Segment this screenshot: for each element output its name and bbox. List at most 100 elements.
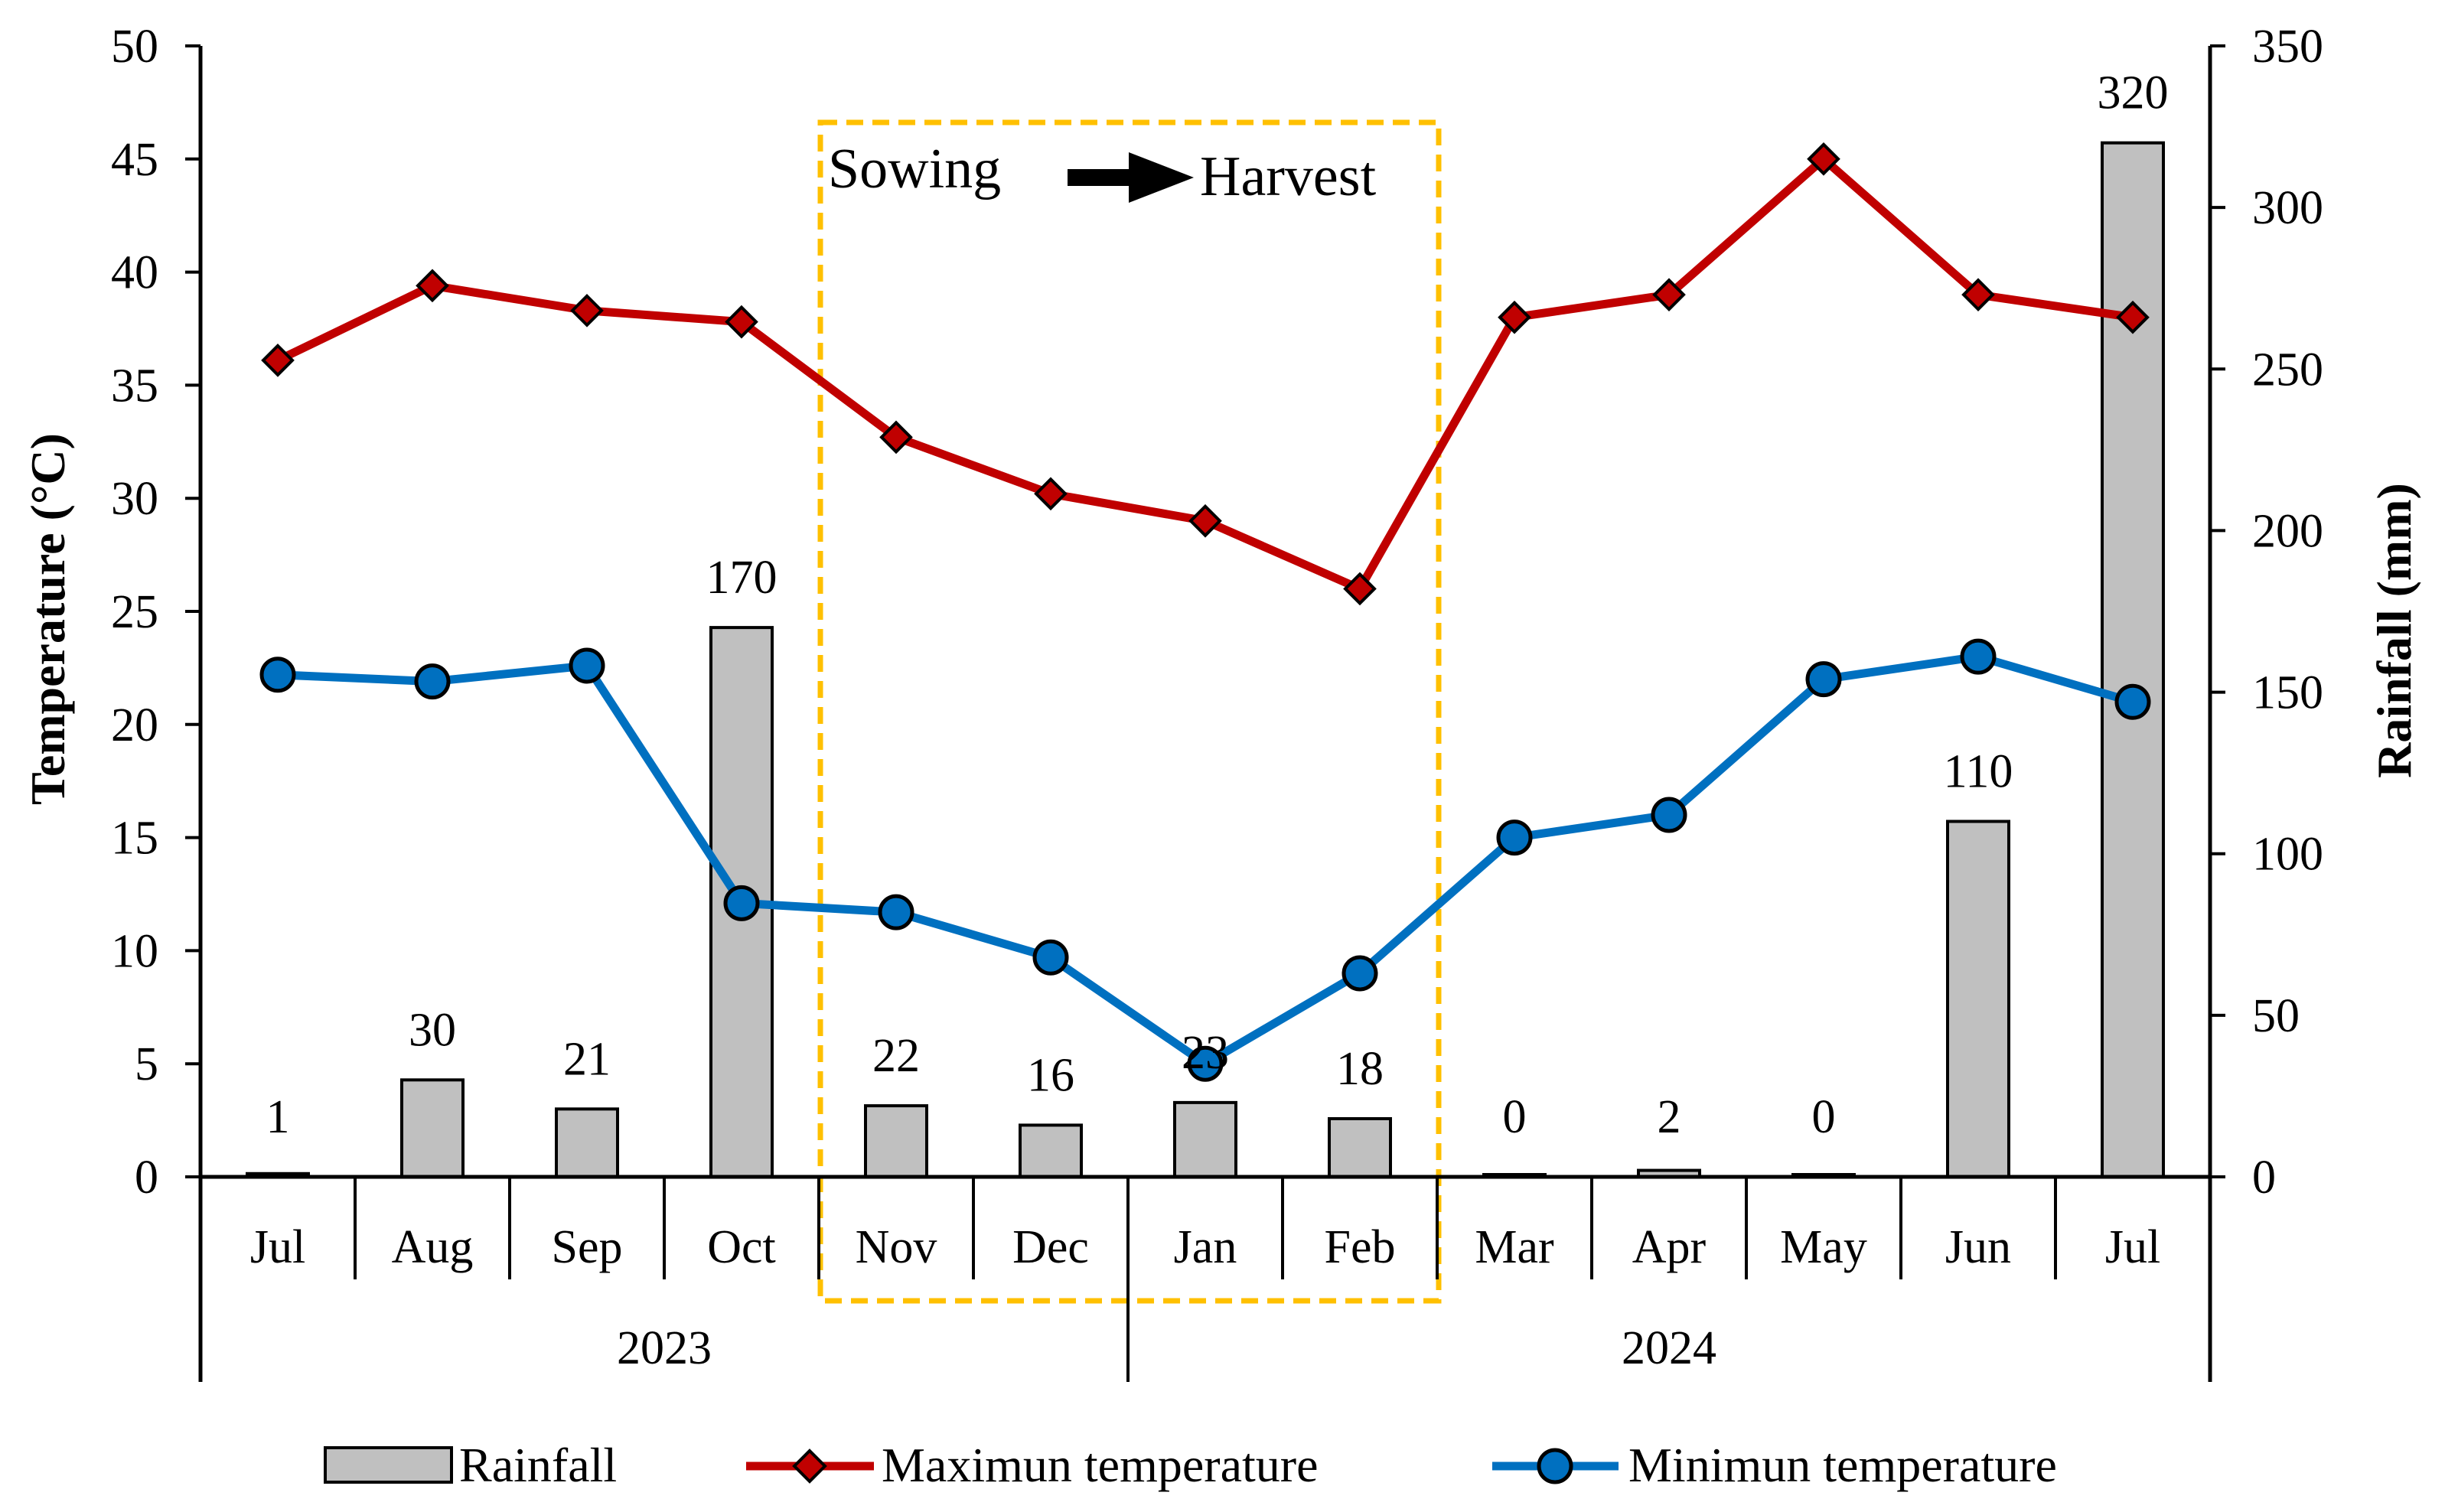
min-temperature-point xyxy=(1651,797,1687,833)
x-tick-label: Aug xyxy=(392,1221,474,1273)
min-temperature-point xyxy=(1341,955,1378,992)
x-tick-label: Dec xyxy=(1012,1221,1089,1273)
x-tick-label: Sep xyxy=(552,1221,623,1273)
left-tick-label: 45 xyxy=(111,134,158,186)
right-tick-label: 250 xyxy=(2252,344,2323,396)
legend: Rainfall Maximun temperature Minimun tempe… xyxy=(324,1438,2057,1492)
rainfall-data-label: 16 xyxy=(1027,1049,1074,1101)
left-tick-label: 0 xyxy=(135,1152,158,1204)
max-temperature-point xyxy=(1961,278,1995,311)
min-temperature-point xyxy=(569,647,605,684)
min-temperature-point xyxy=(723,885,760,921)
x-tick-label: Mar xyxy=(1475,1221,1554,1273)
rainfall-data-label: 170 xyxy=(706,552,778,604)
right-tick-label: 100 xyxy=(2252,829,2323,881)
legend-rainfall-swatch xyxy=(324,1446,453,1484)
rainfall-bar-nov-4 xyxy=(864,1104,928,1179)
data-labels: Sowing Harvest 1 30 21 170 22 16 23 18 0 2 0 110 320 xyxy=(266,67,2169,1143)
rainfall-data-label: 110 xyxy=(1944,745,2013,797)
harvest-label: Harvest xyxy=(1200,145,1377,208)
right-tick-label: 300 xyxy=(2252,182,2323,234)
x-tick-label: Feb xyxy=(1325,1221,1396,1273)
left-tick-label: 10 xyxy=(111,925,158,977)
legend-rainfall-label: Rainfall xyxy=(459,1438,617,1492)
max-temperature-point xyxy=(1343,572,1377,606)
legend-max-label: Maximun temperature xyxy=(882,1438,1318,1492)
left-tick-label: 5 xyxy=(135,1038,158,1090)
left-axis-title: Temperature (°C) xyxy=(21,433,75,805)
legend-max-marker xyxy=(792,1448,827,1484)
max-temperature-point xyxy=(1807,142,1840,176)
rainfall-data-label: 1 xyxy=(266,1091,290,1143)
min-temperature-point xyxy=(1032,939,1069,976)
rainfall-data-label: 23 xyxy=(1182,1027,1229,1079)
year-label: 2023 xyxy=(617,1322,712,1374)
arrow-head-icon xyxy=(1129,152,1194,203)
rainfall-data-label: 2 xyxy=(1658,1091,1681,1143)
left-tick-label: 35 xyxy=(111,360,158,412)
rainfall-bar-feb-7 xyxy=(1328,1116,1392,1178)
rainfall-bar-jun-11 xyxy=(1946,820,2010,1178)
rainfall-bar-dec-5 xyxy=(1019,1123,1083,1179)
right-tick-label: 0 xyxy=(2252,1152,2276,1204)
right-tick-label: 50 xyxy=(2252,990,2300,1042)
min-temperature-line xyxy=(277,652,2134,1068)
rainfall-data-label: 320 xyxy=(2098,67,2169,119)
min-temperature-point xyxy=(878,894,914,930)
x-tick-label: May xyxy=(1780,1221,1867,1273)
rainfall-bar-sep-2 xyxy=(555,1107,619,1178)
left-tick-label: 30 xyxy=(111,473,158,525)
legend-min-label: Minimun temperature xyxy=(1628,1438,2057,1492)
min-temperature-point xyxy=(1496,820,1533,856)
rainfall-data-label: 30 xyxy=(409,1004,456,1056)
min-temperature-point xyxy=(414,663,451,700)
min-temperature-point xyxy=(1187,1045,1224,1082)
max-temperature-point xyxy=(1034,477,1068,511)
left-tick-label: 20 xyxy=(111,699,158,751)
max-temperature-point xyxy=(416,269,449,303)
x-tick-label: Jun xyxy=(1945,1221,2011,1273)
max-temperature-point xyxy=(2116,300,2150,334)
left-tick-label: 50 xyxy=(111,21,158,73)
sowing-label: Sowing xyxy=(828,138,1001,200)
min-temperature-point xyxy=(259,657,296,693)
year-label: 2024 xyxy=(1622,1322,1716,1374)
rainfall-data-label: 0 xyxy=(1503,1091,1527,1143)
right-tick-label: 350 xyxy=(2252,21,2323,73)
left-tick-label: 40 xyxy=(111,247,158,299)
rainfall-data-label: 0 xyxy=(1812,1091,1836,1143)
highlight-layer xyxy=(817,119,1442,1304)
rainfall-bar-jan-6 xyxy=(1173,1100,1237,1178)
x-tick-label: Nov xyxy=(856,1221,937,1273)
right-tick-label: 150 xyxy=(2252,667,2323,719)
legend-min-marker xyxy=(1537,1448,1573,1484)
max-temperature-point xyxy=(1498,300,1531,334)
rainfall-bar-jul-12 xyxy=(2101,141,2165,1179)
rainfall-data-label: 21 xyxy=(563,1033,611,1085)
axes: 0510152025303540455005010015020025030035… xyxy=(21,21,2421,1382)
arrow-shaft xyxy=(1068,169,1133,186)
x-tick-label: Jul xyxy=(250,1221,305,1273)
max-temperature-point xyxy=(879,420,913,455)
min-temperature-point xyxy=(2114,683,2151,720)
rainfall-data-label: 18 xyxy=(1336,1043,1384,1095)
x-tick-label: Jan xyxy=(1174,1221,1237,1273)
max-temperature-point xyxy=(1652,278,1686,311)
max-temperature-point xyxy=(570,294,604,327)
left-tick-label: 15 xyxy=(111,813,158,865)
left-tick-label: 25 xyxy=(111,586,158,638)
x-tick-label: Apr xyxy=(1632,1221,1707,1273)
rainfall-data-label: 22 xyxy=(872,1030,920,1082)
rainfall-bar-aug-1 xyxy=(400,1078,465,1179)
right-tick-label: 200 xyxy=(2252,505,2323,557)
x-tick-label: Oct xyxy=(707,1221,776,1273)
max-temperature-point xyxy=(261,344,295,377)
right-axis-title: Rainfall (mm) xyxy=(2367,483,2421,778)
sowing-harvest-box xyxy=(817,119,1442,1304)
min-temperature-point xyxy=(1960,638,1997,675)
max-temperature-point xyxy=(725,305,758,339)
max-temperature-point xyxy=(1188,503,1222,538)
min-temperature-point xyxy=(1805,661,1842,698)
